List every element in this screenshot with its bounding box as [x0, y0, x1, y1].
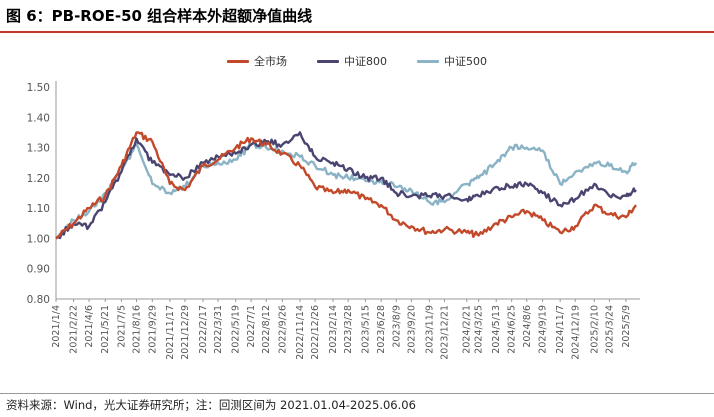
x-tick-label: 2021/2/22 [69, 305, 80, 354]
title-bar: 图 6：PB-ROE-50 组合样本外超额净值曲线 [0, 0, 714, 30]
chart-title: 图 6：PB-ROE-50 组合样本外超额净值曲线 [6, 7, 313, 25]
legend-swatch-0 [227, 59, 249, 63]
x-tick-label: 2024/6/25 [507, 305, 518, 354]
y-tick-label: 1.30 [27, 143, 50, 155]
x-tick-label: 2021/7/5 [116, 305, 127, 348]
y-tick-label: 1.10 [27, 203, 50, 215]
legend-item-2: 中证500 [417, 52, 487, 70]
x-tick-label: 2023/12/21 [439, 305, 450, 360]
x-tick-label: 2023/8/9 [391, 305, 402, 348]
x-tick-label: 2022/8/12 [261, 305, 272, 354]
x-tick-label: 2024/11/7 [555, 305, 566, 354]
x-tick-label: 2021/11/17 [165, 305, 176, 360]
y-axis: 0.80 0.90 1.00 1.10 1.20 1.30 1.40 1.50 [27, 81, 57, 306]
x-tick-label: 2023/5/15 [360, 305, 371, 354]
footer-rule [0, 393, 714, 394]
legend-swatch-1 [317, 59, 339, 63]
title-rule [0, 31, 714, 33]
legend-item-1: 中证800 [317, 52, 387, 70]
x-tick-label: 2021/9/29 [147, 305, 158, 354]
legend: 全市场 中证800 中证500 [0, 52, 714, 70]
y-tick-label: 1.20 [27, 173, 50, 185]
x-tick-label: 2022/11/14 [295, 305, 306, 360]
x-tick-label: 2023/3/28 [343, 305, 354, 354]
series-layer [55, 131, 638, 240]
x-tick-label: 2024/3/25 [474, 305, 485, 354]
source-note: 资料来源：Wind，光大证券研究所；注：回测区间为 2021.01.04-202… [6, 398, 416, 412]
x-tick-label: 2021/12/29 [180, 305, 191, 360]
x-tick-label: 2025/5/9 [621, 305, 632, 348]
legend-swatch-2 [417, 59, 439, 63]
x-tick-label: 2025/3/24 [604, 305, 615, 354]
x-tick-label: 2021/8/16 [131, 305, 142, 354]
line-chart: 0.80 0.90 1.00 1.10 1.20 1.30 1.40 1.50 2021/1/… [27, 81, 640, 360]
x-tick-label: 2023/6/28 [376, 305, 387, 354]
legend-item-0: 全市场 [227, 52, 287, 70]
x-tick-label: 2024/5/13 [491, 305, 502, 354]
x-tick-label: 2023/11/9 [424, 305, 435, 354]
x-tick-label: 2021/1/4 [51, 305, 62, 348]
x-tick-label: 2023/2/14 [328, 305, 339, 354]
y-tick-label: 1.50 [27, 82, 50, 94]
x-tick-label: 2021/4/6 [84, 305, 95, 348]
x-tick-label: 2023/9/20 [406, 305, 417, 354]
series-line-2 [55, 142, 638, 240]
y-tick-label: 1.40 [27, 112, 50, 124]
legend-label-2: 中证500 [444, 55, 487, 68]
y-tick-label: 0.90 [27, 264, 50, 276]
x-tick-label: 2022/7/1 [246, 305, 257, 348]
x-axis: 2021/1/4 2021/2/22 2021/4/6 2021/5/21 2021/7… [51, 298, 640, 360]
legend-label-1: 中证800 [344, 55, 387, 68]
y-tick-label: 1.00 [27, 233, 50, 245]
x-tick-label: 2021/5/21 [100, 305, 111, 354]
x-tick-label: 2025/2/10 [589, 305, 600, 354]
series-line-0 [55, 131, 637, 240]
x-tick-label: 2024/2/21 [462, 305, 473, 354]
legend-label-0: 全市场 [254, 55, 287, 68]
x-tick-label: 2022/12/26 [310, 305, 321, 360]
x-tick-label: 2024/8/6 [522, 305, 533, 348]
y-tick-label: 0.80 [27, 294, 50, 306]
x-tick-label: 2022/9/26 [277, 305, 288, 354]
x-tick-label: 2024/9/19 [538, 305, 549, 354]
series-line-1 [55, 131, 637, 240]
x-tick-label: 2024/12/19 [570, 305, 581, 360]
x-tick-label: 2022/3/31 [213, 305, 224, 354]
x-tick-label: 2022/5/19 [231, 305, 242, 354]
x-tick-label: 2022/2/17 [198, 305, 209, 354]
